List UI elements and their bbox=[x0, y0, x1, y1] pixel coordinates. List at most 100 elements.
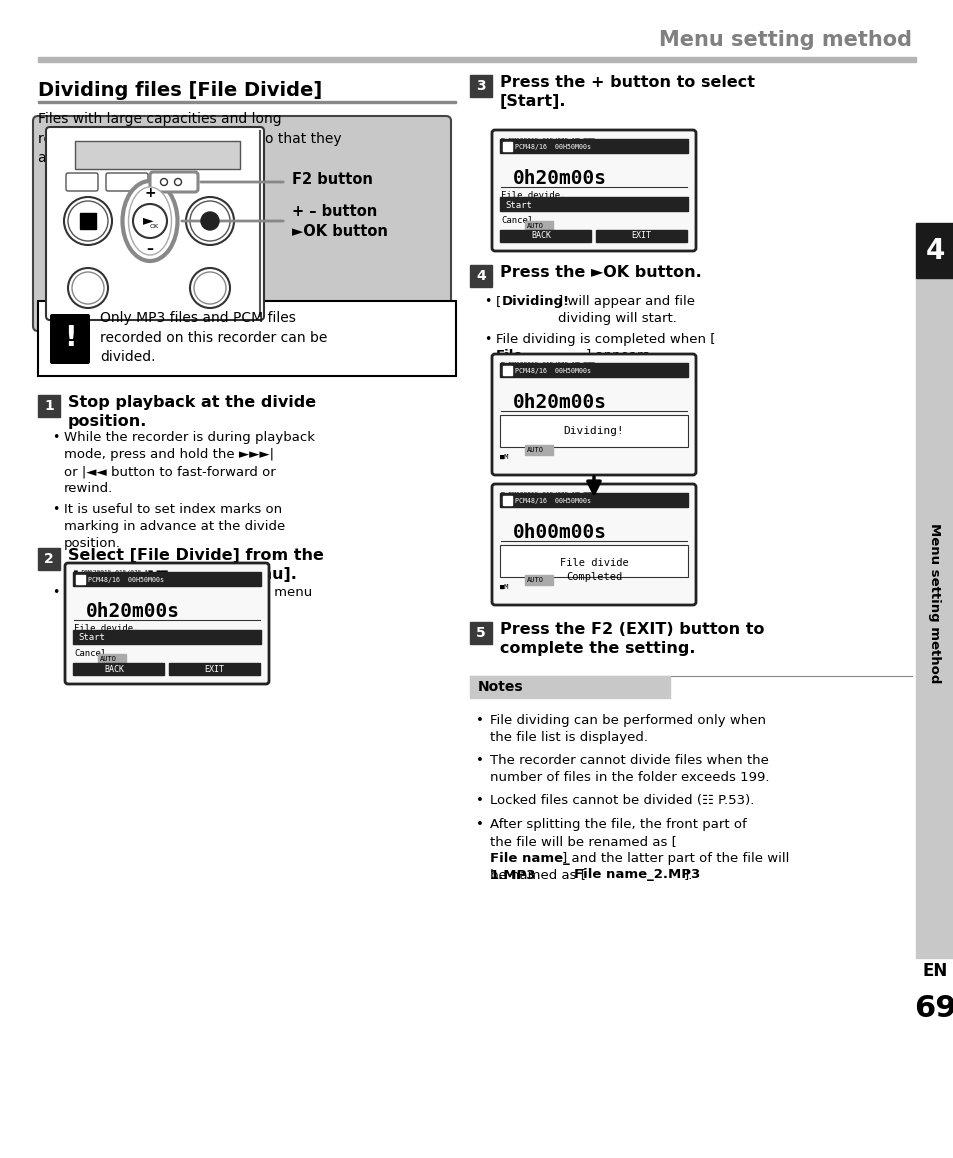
Circle shape bbox=[186, 197, 233, 245]
Text: File name_2.MP3: File name_2.MP3 bbox=[574, 868, 700, 881]
Text: •: • bbox=[52, 503, 59, 516]
Ellipse shape bbox=[122, 181, 177, 261]
Bar bbox=[38, 301, 456, 376]
Text: EN: EN bbox=[922, 962, 946, 980]
Circle shape bbox=[201, 212, 219, 230]
Text: OK: OK bbox=[150, 223, 158, 228]
Text: BACK: BACK bbox=[104, 665, 124, 674]
Text: •: • bbox=[52, 431, 59, 444]
Text: BACK: BACK bbox=[531, 232, 551, 241]
Text: The recorder cannot divide files when the
number of files in the folder exceeds : The recorder cannot divide files when th… bbox=[490, 754, 769, 784]
Circle shape bbox=[68, 201, 108, 241]
Bar bbox=[499, 362, 687, 378]
Text: be named as [: be named as [ bbox=[490, 868, 585, 881]
Text: 0h20m00s: 0h20m00s bbox=[86, 602, 180, 621]
Bar bbox=[76, 576, 85, 584]
Bar bbox=[38, 548, 60, 570]
Text: ■ DM620015 015/025 N■ ■■■: ■ DM620015 015/025 N■ ■■■ bbox=[500, 491, 594, 496]
Bar bbox=[915, 223, 953, 278]
Bar bbox=[470, 676, 669, 698]
Bar bbox=[98, 654, 126, 664]
Circle shape bbox=[190, 201, 230, 241]
Bar bbox=[502, 366, 512, 375]
Text: Press the + button to select
[Start].: Press the + button to select [Start]. bbox=[499, 75, 754, 109]
Bar bbox=[80, 213, 96, 229]
FancyBboxPatch shape bbox=[33, 116, 451, 331]
Text: 4: 4 bbox=[924, 237, 943, 265]
Bar bbox=[470, 622, 492, 644]
Bar bbox=[524, 221, 553, 230]
Text: •: • bbox=[476, 794, 483, 807]
Text: ].: ]. bbox=[683, 868, 693, 881]
Bar bbox=[470, 75, 492, 97]
Text: 4: 4 bbox=[476, 269, 485, 283]
Text: Locked files cannot be divided (☷ P.53).: Locked files cannot be divided (☷ P.53). bbox=[490, 794, 754, 807]
Text: Only MP3 files and PCM files
recorded on this recorder can be
divided.: Only MP3 files and PCM files recorded on… bbox=[100, 312, 327, 364]
Text: Dividing!: Dividing! bbox=[501, 295, 570, 308]
FancyBboxPatch shape bbox=[50, 314, 90, 364]
FancyBboxPatch shape bbox=[150, 173, 198, 192]
Text: File devide.: File devide. bbox=[74, 624, 138, 633]
Text: 2: 2 bbox=[44, 552, 53, 566]
FancyBboxPatch shape bbox=[46, 127, 264, 320]
Text: ] appears.: ] appears. bbox=[585, 349, 653, 362]
Circle shape bbox=[193, 272, 226, 305]
Text: AUTO: AUTO bbox=[100, 655, 117, 662]
Circle shape bbox=[190, 267, 230, 308]
Text: File dividing can be performed only when
the file list is displayed.: File dividing can be performed only when… bbox=[490, 714, 765, 743]
Text: •: • bbox=[476, 714, 483, 727]
Bar bbox=[470, 265, 492, 287]
Text: Select [File Divide] from the
menu on the [File Menu].: Select [File Divide] from the menu on th… bbox=[68, 548, 323, 582]
Bar bbox=[75, 141, 240, 169]
Text: Start: Start bbox=[504, 200, 532, 210]
Text: Menu setting method: Menu setting method bbox=[64, 616, 224, 629]
Text: 0h00m00s: 0h00m00s bbox=[513, 523, 606, 542]
Text: EXIT: EXIT bbox=[630, 232, 650, 241]
Text: +: + bbox=[144, 186, 155, 200]
Text: ■  PCM48/16  00H50M00s: ■ PCM48/16 00H50M00s bbox=[502, 144, 590, 151]
Text: ■  PCM48/16  00H50M00s: ■ PCM48/16 00H50M00s bbox=[502, 368, 590, 374]
Bar bbox=[502, 496, 512, 505]
Text: Stop playback at the divide
position.: Stop playback at the divide position. bbox=[68, 395, 315, 430]
Circle shape bbox=[64, 197, 112, 245]
Text: ■ DM620015 015/025 N■ ■■■: ■ DM620015 015/025 N■ ■■■ bbox=[500, 137, 594, 142]
Text: Start: Start bbox=[78, 633, 105, 643]
Text: Notes: Notes bbox=[477, 680, 523, 694]
Text: ►: ► bbox=[143, 213, 153, 227]
Text: Dividing files [File Divide]: Dividing files [File Divide] bbox=[38, 81, 322, 100]
Bar bbox=[499, 415, 687, 447]
Text: •: • bbox=[483, 295, 491, 308]
Circle shape bbox=[132, 204, 167, 239]
Bar bbox=[38, 101, 456, 103]
Text: 0h20m00s: 0h20m00s bbox=[513, 393, 606, 412]
Text: ] and the latter part of the file will: ] and the latter part of the file will bbox=[561, 852, 788, 865]
Bar bbox=[499, 197, 687, 211]
Text: For details on how to enter the menu
settings, see “: For details on how to enter the menu set… bbox=[64, 586, 312, 616]
Text: Press the F2 (EXIT) button to
complete the setting.: Press the F2 (EXIT) button to complete t… bbox=[499, 622, 763, 657]
Text: File devide.: File devide. bbox=[500, 191, 565, 200]
Bar bbox=[38, 57, 915, 63]
Bar bbox=[499, 545, 687, 577]
Bar bbox=[499, 139, 687, 153]
Text: ■ DM620015 015/025 N■ ■■■: ■ DM620015 015/025 N■ ■■■ bbox=[74, 570, 168, 576]
Text: AUTO: AUTO bbox=[526, 577, 543, 582]
Bar bbox=[73, 630, 261, 644]
Bar bbox=[596, 230, 686, 242]
Text: File name_
1.MP3: File name_ 1.MP3 bbox=[490, 852, 569, 882]
Text: 0h20m00s: 0h20m00s bbox=[513, 169, 606, 188]
Text: It is useful to set index marks on
marking in advance at the divide
position.: It is useful to set index marks on marki… bbox=[64, 503, 285, 550]
FancyBboxPatch shape bbox=[106, 173, 148, 191]
Bar bbox=[169, 664, 260, 675]
Circle shape bbox=[174, 178, 181, 185]
Text: ■ DM620015 015/025 N■ ■■■: ■ DM620015 015/025 N■ ■■■ bbox=[500, 361, 594, 366]
Text: ►OK button: ►OK button bbox=[292, 223, 388, 239]
Text: ■M: ■M bbox=[499, 230, 508, 236]
Text: ■M: ■M bbox=[499, 584, 508, 589]
Text: File
divide completed: File divide completed bbox=[496, 349, 624, 379]
Text: ” (☷ P.51).: ” (☷ P.51). bbox=[64, 631, 132, 644]
Bar bbox=[73, 572, 261, 586]
Text: Menu setting method: Menu setting method bbox=[927, 522, 941, 683]
Text: Cancel: Cancel bbox=[74, 648, 106, 658]
Text: –: – bbox=[147, 242, 153, 256]
Text: ■  PCM48/16  00H50M00s: ■ PCM48/16 00H50M00s bbox=[76, 577, 164, 582]
